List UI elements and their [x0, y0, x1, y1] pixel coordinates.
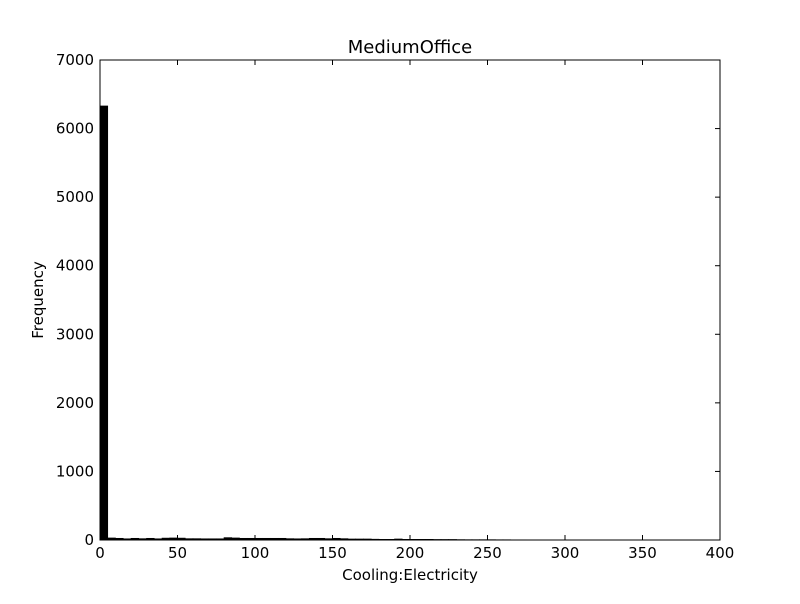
y-tick-label: 1000 — [56, 462, 94, 480]
x-tick-label: 200 — [396, 544, 425, 562]
y-tick-label: 5000 — [56, 188, 94, 206]
x-tick-label: 50 — [168, 544, 187, 562]
x-tick-label: 150 — [318, 544, 347, 562]
x-tick-label: 350 — [628, 544, 657, 562]
x-axis-label: Cooling:Electricity — [342, 566, 478, 584]
x-tick-label: 0 — [95, 544, 105, 562]
y-tick-label: 0 — [84, 531, 94, 549]
y-tick-label: 7000 — [56, 51, 94, 69]
y-axis-label: Frequency — [29, 261, 47, 339]
x-tick-label: 300 — [551, 544, 580, 562]
histogram-bar — [100, 106, 108, 540]
x-tick-label: 100 — [241, 544, 270, 562]
y-tick-label: 2000 — [56, 394, 94, 412]
x-tick-label: 400 — [706, 544, 735, 562]
y-tick-label: 4000 — [56, 257, 94, 275]
chart-title: MediumOffice — [348, 37, 473, 58]
y-tick-label: 6000 — [56, 120, 94, 138]
x-tick-label: 250 — [473, 544, 502, 562]
y-tick-label: 3000 — [56, 325, 94, 343]
